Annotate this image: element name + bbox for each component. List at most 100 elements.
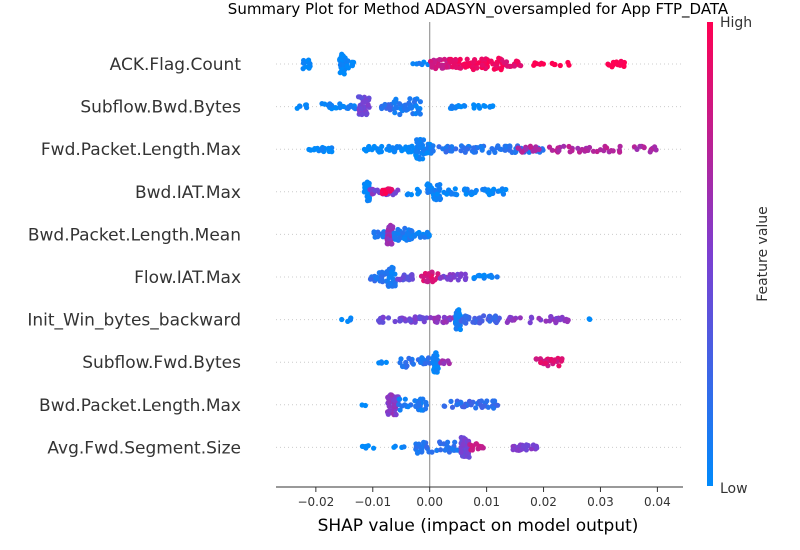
x-tick-label: −0.01 [354, 495, 391, 509]
shap-point [359, 402, 365, 408]
shap-point [300, 60, 307, 66]
shap-point [481, 103, 487, 109]
shap-point [488, 58, 494, 64]
shap-point [579, 146, 585, 153]
shap-point [391, 106, 397, 112]
shap-point [386, 408, 392, 414]
shap-point [419, 449, 425, 455]
shap-point [341, 103, 347, 110]
shap-point [597, 147, 604, 153]
shap-point [349, 59, 355, 65]
shap-point [485, 187, 491, 193]
shap-point [460, 441, 466, 447]
shap-point [391, 234, 398, 240]
shap-point [345, 318, 351, 324]
shap-point [434, 319, 440, 325]
shap-point [604, 145, 610, 151]
shap-point [438, 274, 444, 280]
shap-point [637, 143, 643, 149]
shap-point [444, 191, 450, 197]
shap-point [333, 105, 339, 111]
shap-point [453, 146, 459, 152]
shap-point [543, 318, 549, 324]
shap-point [458, 449, 464, 455]
shap-point [471, 145, 477, 151]
shap-point [425, 355, 432, 361]
shap-point [393, 412, 399, 418]
shap-point [641, 145, 647, 151]
shap-point [518, 63, 524, 69]
shap-point [456, 307, 462, 313]
shap-point [416, 229, 422, 236]
shap-point [478, 398, 484, 404]
shap-point [445, 358, 451, 364]
shap-point [494, 60, 500, 66]
shap-point [509, 317, 515, 323]
shap-point [416, 109, 422, 115]
shap-point [462, 276, 468, 283]
shap-point [387, 281, 393, 287]
shap-point [442, 319, 448, 325]
shap-point [549, 147, 555, 153]
shap-point [394, 144, 400, 150]
shap-point [413, 148, 419, 155]
shap-point [411, 99, 417, 105]
feature-point-row [306, 136, 659, 162]
shap-point [371, 229, 377, 235]
shap-point [556, 363, 562, 369]
feature-gridlines [276, 63, 683, 448]
shap-point [587, 316, 593, 322]
shap-point [304, 105, 310, 111]
shap-point [527, 320, 533, 326]
shap-point [371, 445, 377, 451]
x-tick-label: 0.03 [587, 495, 614, 509]
shap-point [432, 277, 438, 283]
shap-point [470, 66, 476, 73]
shap-point [408, 318, 414, 324]
shap-point [437, 195, 443, 201]
shap-point [326, 146, 332, 152]
shap-point [424, 444, 430, 450]
shap-point [453, 191, 459, 197]
feature-label: Init_Win_bytes_backward [27, 311, 241, 331]
shap-point [458, 104, 464, 110]
shap-point [496, 315, 502, 321]
shap-point [406, 231, 412, 237]
shap-point [507, 144, 513, 150]
feature-label: Flow.IAT.Max [134, 268, 241, 288]
shap-point [551, 61, 557, 68]
shap-point [413, 316, 419, 322]
shap-point [472, 57, 478, 63]
shap-point [536, 146, 542, 152]
shap-point [387, 105, 393, 111]
x-tick-label: 0.01 [473, 495, 500, 509]
shap-point [426, 449, 432, 455]
shap-point [371, 143, 377, 150]
shap-point [386, 403, 392, 409]
shap-point [548, 314, 554, 320]
shap-point [400, 230, 406, 236]
shap-point [378, 277, 384, 284]
shap-point [484, 398, 490, 404]
shap-point [320, 146, 326, 152]
shap-point [358, 105, 364, 111]
shap-point [566, 143, 572, 150]
shap-point [511, 63, 518, 69]
shap-point [575, 145, 581, 151]
shap-point [490, 103, 496, 109]
shap-point [395, 226, 401, 233]
shap-point [527, 143, 534, 149]
shap-point [470, 319, 476, 325]
shap-point [427, 189, 433, 195]
shap-point [441, 314, 447, 320]
shap-point [435, 271, 441, 277]
shap-point [407, 96, 413, 102]
shap-point [513, 58, 520, 64]
shap-point [498, 188, 504, 194]
shap-point [401, 444, 407, 450]
shap-point [424, 182, 430, 188]
shap-point [453, 325, 459, 331]
shap-point [397, 111, 403, 118]
shap-point [439, 62, 445, 68]
shap-point [406, 355, 412, 361]
